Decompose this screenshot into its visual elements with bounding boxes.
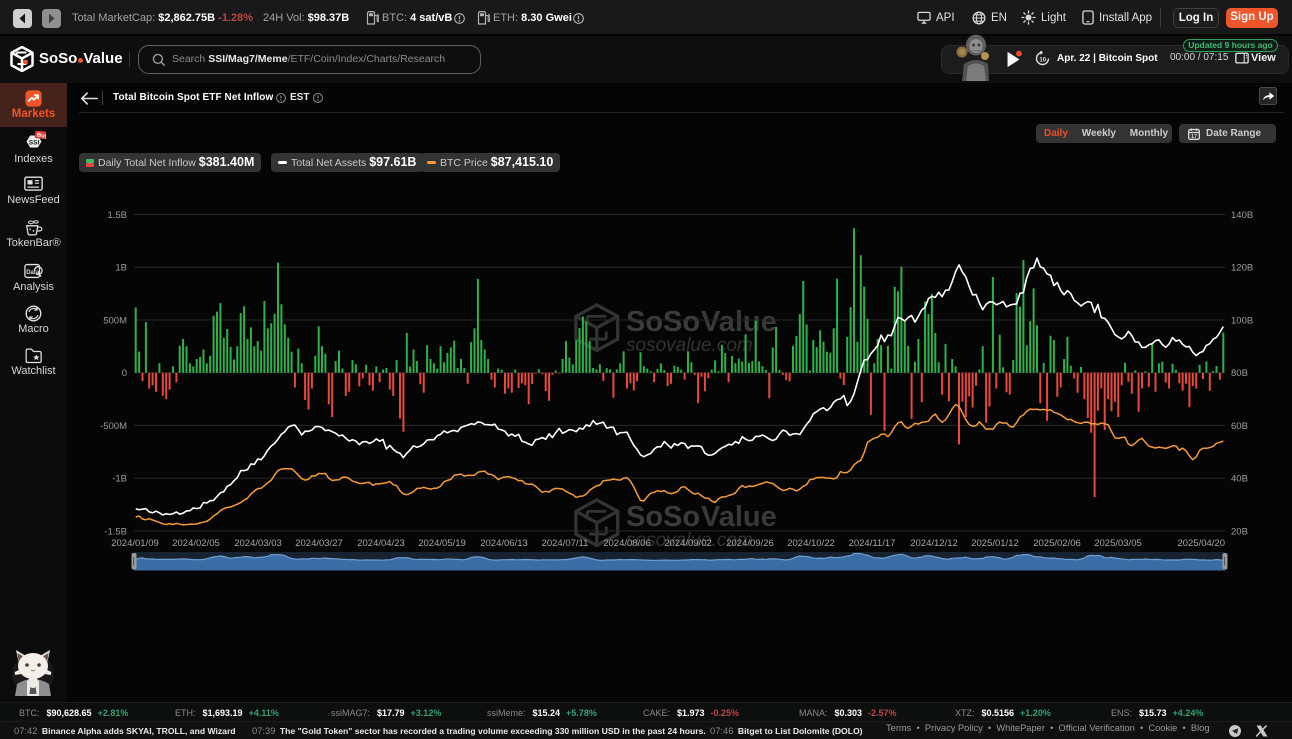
svg-text:Buy: Buy xyxy=(36,133,45,140)
svg-text:10: 10 xyxy=(1039,56,1046,63)
svg-text:17: 17 xyxy=(1191,134,1197,140)
svg-text:SSI: SSI xyxy=(28,139,39,146)
svg-text:Data: Data xyxy=(26,270,40,276)
